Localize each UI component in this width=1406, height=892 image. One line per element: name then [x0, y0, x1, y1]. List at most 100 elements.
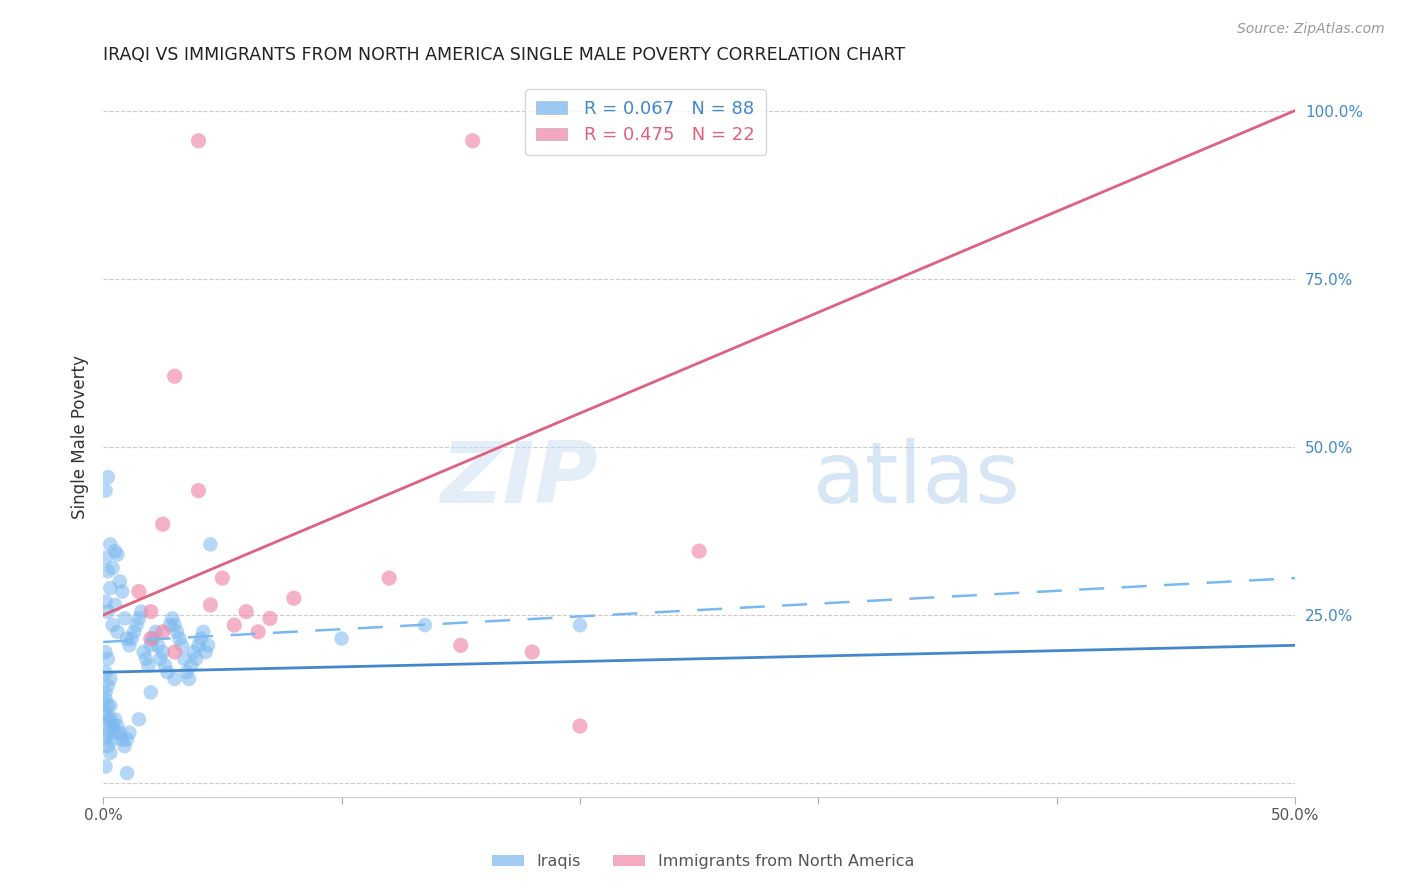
Text: Source: ZipAtlas.com: Source: ZipAtlas.com	[1237, 22, 1385, 37]
Point	[568, 719, 591, 733]
Point	[98, 746, 121, 760]
Point	[259, 611, 281, 625]
Point	[163, 645, 186, 659]
Point	[568, 618, 591, 632]
Point	[107, 624, 129, 639]
Point	[107, 719, 129, 733]
Point	[152, 517, 174, 532]
Text: IRAQI VS IMMIGRANTS FROM NORTH AMERICA SINGLE MALE POVERTY CORRELATION CHART: IRAQI VS IMMIGRANTS FROM NORTH AMERICA S…	[103, 46, 905, 64]
Point	[187, 638, 209, 652]
Point	[104, 598, 127, 612]
Point	[139, 632, 162, 646]
Point	[139, 685, 162, 699]
Point	[183, 645, 205, 659]
Point	[211, 571, 233, 585]
Point	[97, 652, 120, 666]
Point	[194, 645, 217, 659]
Point	[115, 766, 138, 780]
Point	[94, 732, 117, 747]
Point	[162, 611, 184, 625]
Point	[193, 624, 215, 639]
Point	[190, 632, 212, 646]
Point	[413, 618, 436, 632]
Point	[101, 719, 124, 733]
Point	[115, 732, 138, 747]
Legend: Iraqis, Immigrants from North America: Iraqis, Immigrants from North America	[485, 847, 921, 875]
Point	[235, 605, 257, 619]
Point	[152, 624, 174, 639]
Point	[153, 658, 176, 673]
Point	[97, 679, 120, 693]
Point	[94, 483, 117, 498]
Point	[224, 618, 246, 632]
Y-axis label: Single Male Poverty: Single Male Poverty	[72, 355, 89, 519]
Point	[98, 698, 121, 713]
Point	[688, 544, 710, 558]
Point	[101, 732, 124, 747]
Point	[176, 665, 198, 680]
Point	[101, 618, 124, 632]
Point	[111, 732, 134, 747]
Point	[94, 706, 117, 720]
Point	[97, 725, 120, 739]
Point	[128, 584, 150, 599]
Point	[139, 638, 162, 652]
Point	[163, 369, 186, 384]
Point	[118, 638, 141, 652]
Point	[197, 638, 219, 652]
Point	[125, 618, 148, 632]
Point	[94, 594, 117, 608]
Point	[132, 645, 155, 659]
Point	[128, 712, 150, 726]
Point	[187, 483, 209, 498]
Point	[330, 632, 353, 646]
Point	[104, 712, 127, 726]
Point	[138, 658, 160, 673]
Point	[94, 685, 117, 699]
Point	[142, 632, 165, 646]
Point	[184, 652, 207, 666]
Point	[173, 652, 195, 666]
Point	[159, 618, 181, 632]
Point	[163, 618, 186, 632]
Point	[149, 652, 172, 666]
Point	[94, 645, 117, 659]
Point	[122, 624, 145, 639]
Point	[247, 624, 270, 639]
Point	[97, 564, 120, 578]
Point	[166, 624, 188, 639]
Point	[104, 725, 127, 739]
Point	[163, 672, 186, 686]
Point	[94, 550, 117, 565]
Point	[114, 611, 136, 625]
Point	[200, 598, 222, 612]
Point	[104, 544, 127, 558]
Point	[145, 624, 167, 639]
Point	[450, 638, 472, 652]
Point	[97, 712, 120, 726]
Point	[94, 692, 117, 706]
Point	[118, 725, 141, 739]
Point	[98, 672, 121, 686]
Point	[187, 134, 209, 148]
Point	[108, 725, 131, 739]
Point	[97, 470, 120, 484]
Point	[135, 652, 157, 666]
Point	[146, 638, 169, 652]
Text: atlas: atlas	[813, 439, 1021, 522]
Point	[283, 591, 305, 606]
Point	[115, 632, 138, 646]
Point	[94, 759, 117, 773]
Point	[94, 719, 117, 733]
Legend: R = 0.067   N = 88, R = 0.475   N = 22: R = 0.067 N = 88, R = 0.475 N = 22	[526, 89, 766, 154]
Point	[170, 638, 193, 652]
Point	[139, 605, 162, 619]
Point	[169, 632, 191, 646]
Text: ZIP: ZIP	[440, 439, 598, 522]
Point	[114, 739, 136, 754]
Point	[97, 739, 120, 754]
Point	[177, 672, 200, 686]
Point	[108, 574, 131, 589]
Point	[180, 658, 202, 673]
Point	[461, 134, 484, 148]
